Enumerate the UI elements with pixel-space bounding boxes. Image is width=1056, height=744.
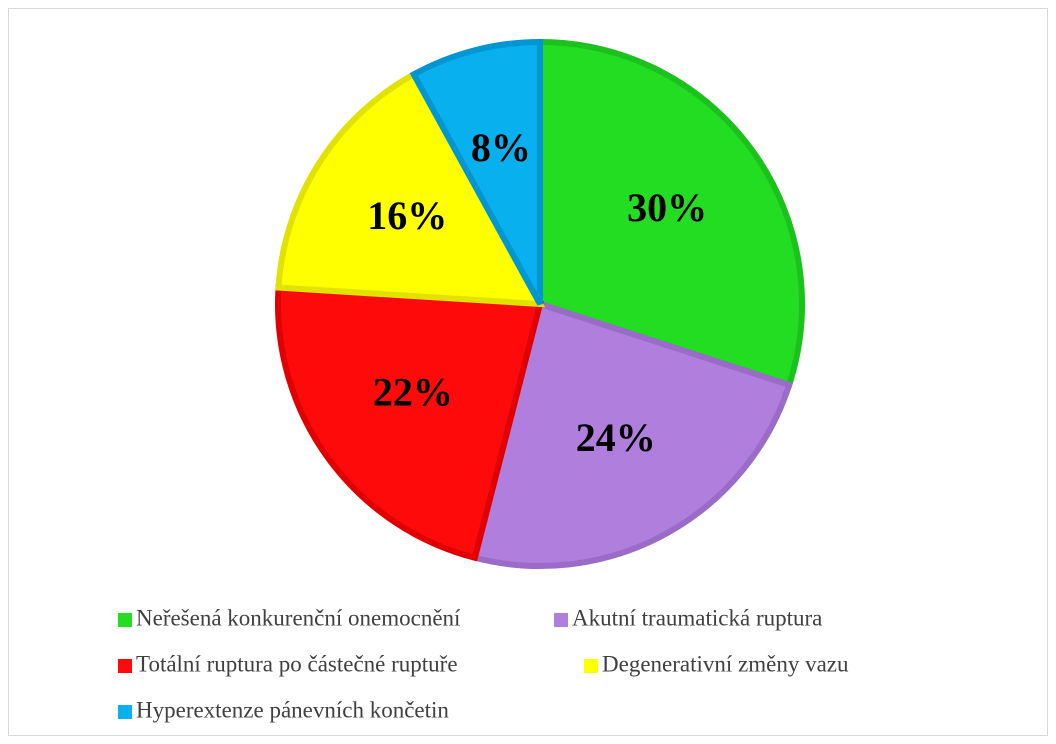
legend-swatch <box>554 613 568 627</box>
pie-slice <box>537 38 805 389</box>
data-label: 24% <box>576 415 656 460</box>
legend-swatch <box>118 705 132 719</box>
legend-label: Degenerativní změny vazu <box>602 651 849 676</box>
data-label: 22% <box>373 370 453 415</box>
legend-swatch <box>118 613 132 627</box>
pie-slice <box>275 284 544 562</box>
legend-label: Akutní traumatická ruptura <box>572 605 822 630</box>
data-label: 8% <box>471 125 531 170</box>
legend-swatch <box>118 659 132 673</box>
legend-label: Neřešená konkurenční onemocnění <box>136 605 461 630</box>
pie-slice <box>471 300 793 569</box>
legend-label: Hyperextenze pánevních končetin <box>136 697 449 722</box>
pie-slice <box>275 70 546 308</box>
data-label: 16% <box>367 193 447 238</box>
legend-label: Totální ruptura po částečné ruptuře <box>136 651 458 676</box>
legend-swatch <box>584 659 598 673</box>
pie-slice <box>409 38 543 306</box>
data-label: 30% <box>627 185 707 230</box>
